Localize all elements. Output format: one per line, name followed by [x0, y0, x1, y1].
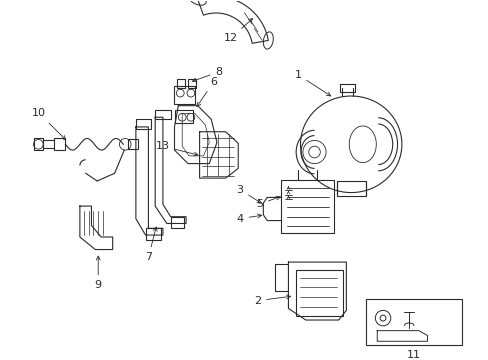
Text: 13: 13: [156, 141, 198, 156]
Text: 9: 9: [95, 256, 102, 290]
Text: 8: 8: [192, 67, 222, 82]
Bar: [136, 119, 151, 129]
Text: 1: 1: [294, 70, 330, 96]
Bar: [155, 109, 170, 119]
Text: 5: 5: [255, 196, 280, 209]
Bar: [175, 109, 192, 123]
Bar: [280, 180, 333, 233]
Text: 3: 3: [236, 185, 261, 203]
Bar: [145, 228, 161, 240]
Text: 7: 7: [144, 227, 157, 262]
Bar: [296, 270, 342, 316]
Text: 10: 10: [32, 108, 65, 140]
Bar: [187, 78, 195, 88]
Bar: [170, 217, 184, 228]
Text: 4: 4: [236, 213, 261, 224]
Bar: [173, 86, 194, 104]
Text: 12: 12: [224, 18, 252, 43]
Text: 11: 11: [406, 350, 420, 360]
Bar: [336, 181, 365, 197]
Text: 2: 2: [253, 295, 290, 306]
Bar: [339, 85, 354, 92]
Text: 6: 6: [197, 77, 217, 107]
Bar: [34, 139, 43, 150]
Bar: [365, 299, 461, 345]
Bar: [54, 139, 65, 150]
Bar: [177, 78, 185, 88]
Bar: [128, 139, 138, 149]
